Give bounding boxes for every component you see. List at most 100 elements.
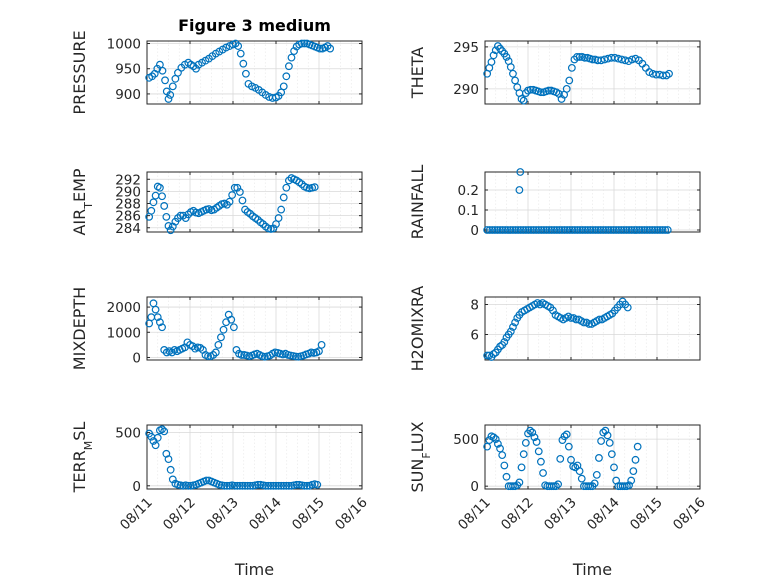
data-point bbox=[151, 441, 160, 450]
data-point bbox=[487, 58, 496, 66]
axes-box bbox=[484, 296, 701, 361]
data-point bbox=[274, 214, 283, 222]
data-point bbox=[658, 226, 667, 234]
data-point bbox=[489, 51, 498, 60]
data-point bbox=[570, 226, 579, 234]
data-point bbox=[230, 183, 239, 192]
data-point bbox=[498, 226, 507, 234]
data-point bbox=[300, 481, 309, 490]
y-tick-label: 1000 bbox=[107, 325, 141, 341]
data-point bbox=[192, 64, 200, 73]
data-point bbox=[237, 351, 246, 359]
y-axis-label: THETA bbox=[408, 47, 427, 99]
data-point bbox=[641, 63, 650, 72]
data-point bbox=[496, 44, 504, 53]
data-point bbox=[282, 481, 291, 490]
data-point bbox=[204, 352, 212, 361]
data-point bbox=[483, 442, 492, 451]
data-point bbox=[498, 451, 507, 460]
y-tick-label: 295 bbox=[453, 40, 479, 56]
data-point bbox=[300, 39, 309, 48]
data-point bbox=[663, 226, 672, 234]
data-point bbox=[509, 226, 517, 234]
data-point bbox=[609, 226, 618, 234]
data-point bbox=[501, 226, 510, 234]
data-point bbox=[496, 444, 504, 453]
data-point bbox=[184, 210, 193, 219]
data-point bbox=[648, 226, 657, 234]
data-point bbox=[153, 313, 162, 322]
data-point bbox=[614, 54, 623, 63]
y-axis-label: SUNFLUX bbox=[408, 421, 433, 492]
data-point bbox=[494, 42, 502, 50]
data-point bbox=[269, 224, 278, 233]
data-point bbox=[586, 226, 595, 234]
data-point bbox=[168, 348, 176, 357]
data-point bbox=[597, 437, 605, 445]
data-point bbox=[211, 348, 220, 357]
data-point bbox=[231, 39, 240, 48]
data-point bbox=[489, 350, 498, 358]
data-point bbox=[572, 315, 581, 324]
data-point bbox=[230, 481, 239, 490]
y-axis-label: RAINFALL bbox=[408, 165, 427, 240]
y-axis-label: H2OMIXRA bbox=[408, 286, 427, 372]
data-point bbox=[567, 63, 576, 72]
data-point bbox=[550, 226, 559, 234]
data-point bbox=[241, 481, 249, 490]
data-point bbox=[534, 447, 543, 456]
data-point bbox=[493, 226, 502, 234]
data-point bbox=[227, 315, 236, 324]
data-point bbox=[254, 480, 262, 489]
x-tick-label: 08/16 bbox=[670, 495, 709, 534]
data-point bbox=[562, 430, 571, 439]
y-tick-label: 288 bbox=[115, 197, 141, 213]
data-point bbox=[219, 325, 228, 334]
data-point bbox=[498, 47, 507, 55]
data-point bbox=[584, 482, 593, 491]
data-point bbox=[225, 197, 234, 206]
data-point bbox=[530, 433, 539, 442]
y-axis-label: AIRTEMP bbox=[70, 168, 95, 235]
data-point bbox=[537, 226, 546, 234]
data-point bbox=[532, 438, 541, 446]
data-point bbox=[547, 226, 556, 234]
chart-title: Figure 3 medium bbox=[178, 16, 331, 35]
data-point bbox=[573, 53, 581, 61]
data-point bbox=[552, 482, 560, 491]
data-point bbox=[511, 226, 520, 234]
data-point bbox=[537, 88, 545, 97]
y-tick-label: 6 bbox=[470, 328, 479, 344]
data-point bbox=[266, 481, 275, 490]
data-point bbox=[519, 450, 528, 459]
data-point bbox=[515, 186, 524, 194]
data-point bbox=[323, 42, 332, 50]
x-tick-label: 08/11 bbox=[117, 495, 156, 534]
data-point bbox=[605, 438, 614, 447]
data-point bbox=[506, 327, 515, 336]
axes-box bbox=[146, 296, 363, 361]
data-point bbox=[544, 86, 553, 95]
data-point bbox=[560, 432, 569, 441]
data-point bbox=[164, 455, 173, 464]
data-point bbox=[567, 314, 575, 322]
data-point bbox=[183, 338, 192, 347]
data-point bbox=[315, 44, 324, 53]
data-point bbox=[149, 198, 158, 207]
data-point bbox=[603, 431, 612, 440]
axes-box bbox=[484, 40, 701, 105]
data-point bbox=[241, 205, 249, 214]
data-point bbox=[506, 226, 515, 234]
data-point bbox=[545, 226, 553, 234]
data-point bbox=[155, 183, 164, 192]
y-tick-label: 0 bbox=[132, 479, 141, 495]
y-axis-label: MIXDEPTH bbox=[70, 287, 89, 370]
data-point bbox=[542, 226, 551, 234]
data-point bbox=[511, 318, 519, 327]
data-point bbox=[591, 226, 600, 234]
data-point bbox=[540, 226, 548, 234]
data-point bbox=[558, 226, 566, 234]
data-point bbox=[303, 481, 311, 490]
data-point bbox=[563, 226, 572, 234]
